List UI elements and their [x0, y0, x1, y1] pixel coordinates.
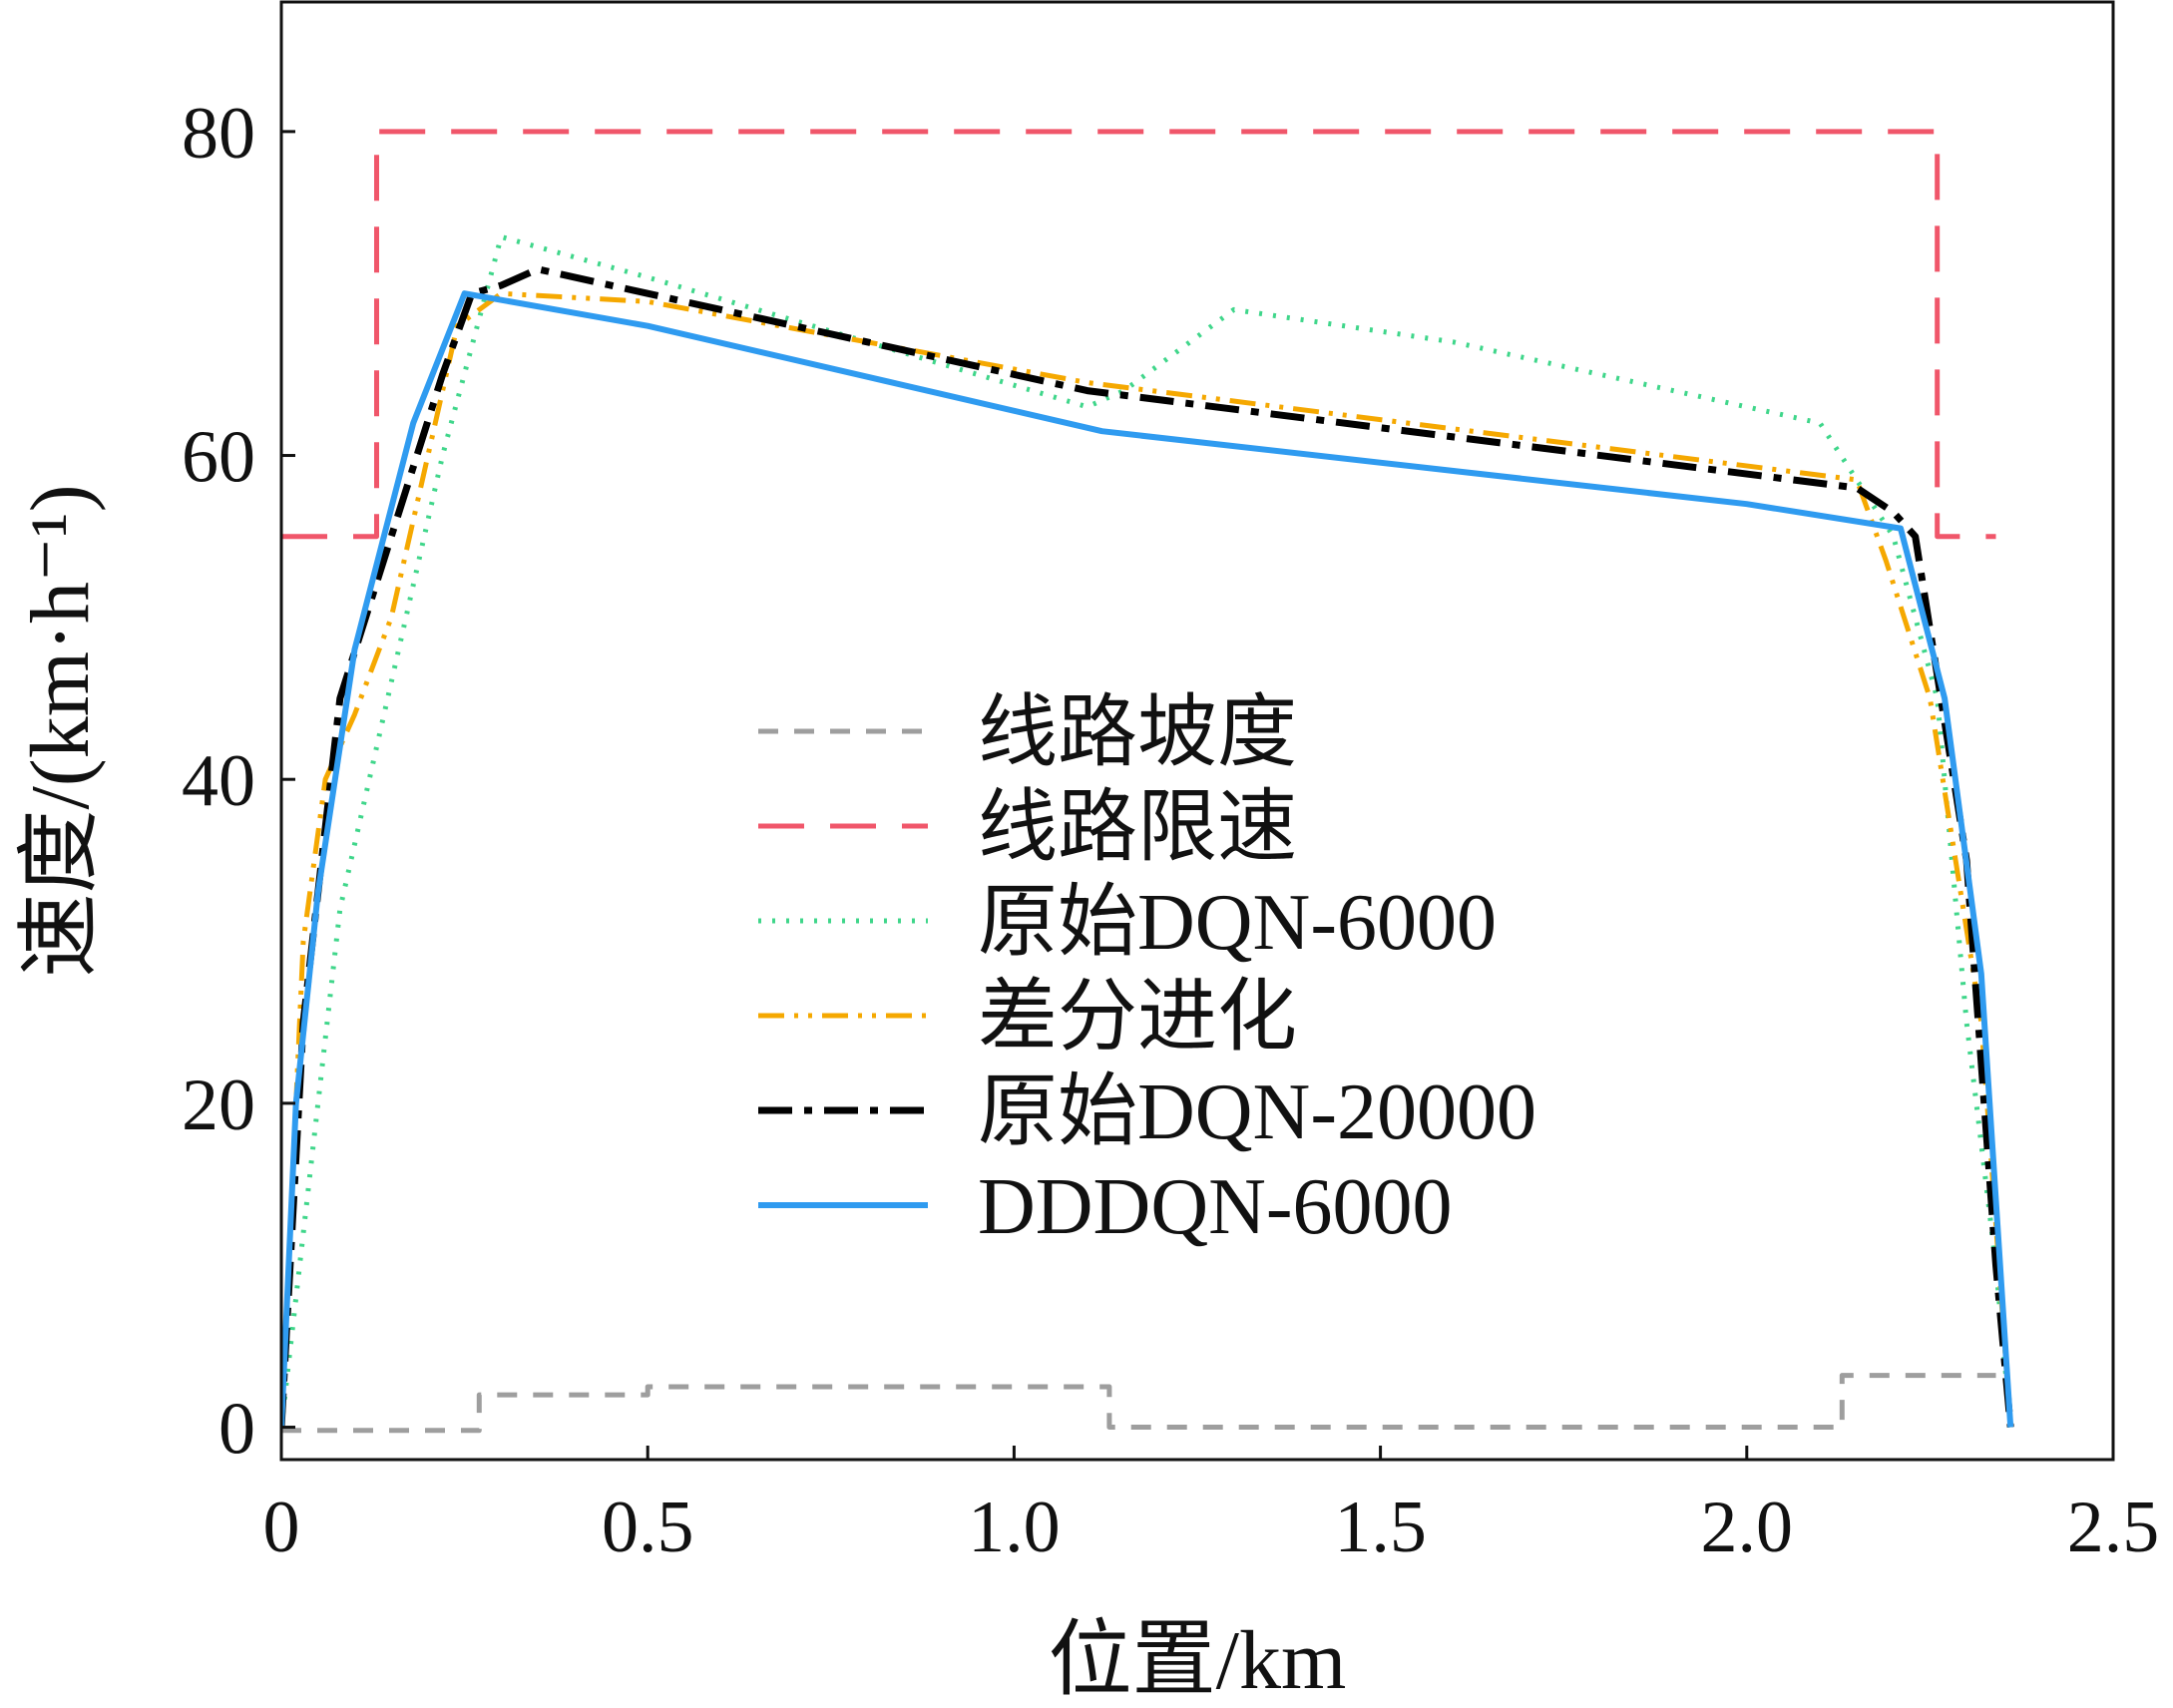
legend-label-1: 线路限速 [978, 784, 1297, 872]
legend: 线路坡度线路限速原始DQN-6000差分进化原始DQN-20000DDDQN-6… [758, 689, 1536, 1251]
legend-label-0: 线路坡度 [978, 689, 1297, 777]
y-tick-label-4: 80 [182, 93, 255, 175]
x-tick-label-4: 2.0 [1701, 1487, 1794, 1568]
x-axis-label: 位置/km [1049, 1614, 1347, 1707]
x-tick-label-5: 2.5 [2067, 1487, 2160, 1568]
x-tick-label-2: 1.0 [968, 1487, 1061, 1568]
legend-label-5: DDDQN-6000 [978, 1163, 1453, 1251]
legend-label-2: 原始DQN-6000 [978, 879, 1497, 967]
y-tick-label-2: 40 [182, 740, 255, 822]
y-tick-label-3: 60 [182, 417, 255, 499]
tick-labels-layer: 0 0.5 1.0 1.5 2.0 2.5 0 20 40 60 80 [182, 93, 2159, 1568]
y-tick-label-0: 0 [218, 1389, 255, 1471]
x-tick-label-1: 0.5 [602, 1487, 694, 1568]
legend-label-4: 原始DQN-20000 [978, 1068, 1536, 1156]
series-layer [281, 129, 2014, 1434]
plot-frame [279, 0, 2115, 1462]
legend-label-3: 差分进化 [978, 974, 1297, 1062]
y-axis-label: 速度/(km·h⁻¹) [14, 484, 107, 977]
x-tick-label-3: 1.5 [1334, 1487, 1427, 1568]
series-line-1 [281, 129, 1996, 540]
ticks-layer [279, 130, 2115, 1460]
x-tick-label-0: 0 [263, 1487, 300, 1568]
series-line-5 [281, 290, 2014, 1428]
series-line-0 [281, 1373, 1996, 1434]
y-tick-label-1: 20 [182, 1065, 255, 1146]
